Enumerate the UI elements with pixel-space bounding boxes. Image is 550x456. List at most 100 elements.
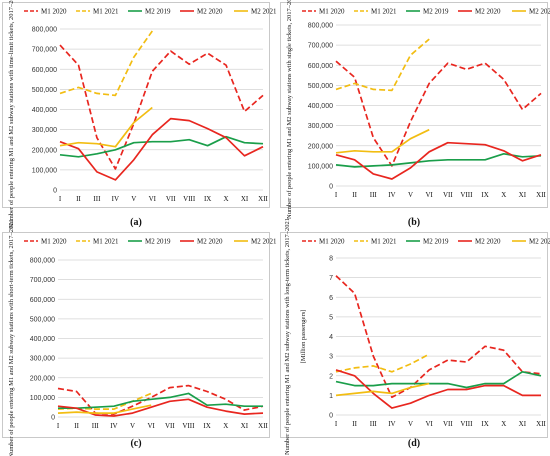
y-tick-label: 400,000 (32, 107, 57, 114)
series-line-m1-2020 (335, 275, 542, 399)
legend-item: M1 2020 (302, 8, 345, 16)
x-tick-label: II (352, 191, 357, 199)
legend-item: M1 2020 (24, 8, 67, 16)
legend-item: M1 2021 (76, 8, 119, 16)
x-tick-label: IX (481, 191, 488, 199)
x-tick-label: VIII (460, 420, 473, 428)
y-axis-label-text: Number of people entering M1 and M2 subw… (8, 0, 15, 228)
y-tick-label: 6 (329, 295, 333, 302)
legend-label: M2 2019 (145, 238, 171, 246)
y-axis-label-text: Number of people entering M1 and M2 subw… (284, 218, 291, 455)
legend-item: M2 2020 (180, 238, 223, 246)
x-tick-label: I (57, 422, 60, 430)
y-tick-label: 5 (329, 314, 333, 321)
series-line-m2-2021 (335, 382, 430, 397)
series-line-m2-2019 (59, 135, 264, 158)
x-tick-label: XI (241, 195, 249, 203)
series-line-m2-2019 (58, 392, 263, 410)
legend-item: M2 2021 (234, 8, 277, 16)
x-tick-label: VI (425, 191, 433, 199)
x-tick-label: XII (536, 191, 546, 199)
x-tick-label: XI (519, 420, 527, 428)
legend-label: M2 2020 (475, 238, 501, 246)
x-tick-label: II (76, 195, 81, 203)
legend-item: M2 2021 (512, 8, 550, 16)
y-tick-label: 700,000 (308, 43, 333, 50)
y-tick-label: 700,000 (30, 277, 55, 284)
series-line-m2-2021 (335, 128, 430, 154)
legend-label: M1 2020 (41, 8, 67, 16)
legend-item: M1 2021 (76, 238, 119, 246)
x-tick-label: VIII (183, 195, 196, 203)
legend-item: M2 2020 (458, 8, 501, 16)
panel-frame (2, 232, 270, 438)
x-tick-label: III (92, 422, 100, 430)
legend-label: M1 2021 (93, 8, 119, 16)
x-tick-label: II (352, 420, 357, 428)
legend-item: M2 2019 (406, 238, 449, 246)
x-tick-label: X (224, 195, 229, 203)
series-line-m2-2020 (57, 398, 264, 417)
y-tick-label: 500,000 (308, 83, 333, 90)
legend-label: M2 2021 (529, 238, 550, 246)
legend-label: M1 2021 (371, 238, 397, 246)
x-tick-label: IV (112, 195, 119, 203)
y-tick-label: 700,000 (32, 47, 57, 54)
series-line-m2-2019 (335, 152, 542, 168)
legend-item: M2 2021 (234, 238, 277, 246)
legend-label: M2 2019 (423, 8, 449, 16)
y-tick-label: 4 (329, 334, 333, 341)
legend-label: M2 2019 (145, 8, 171, 16)
legend-item: M2 2020 (458, 238, 501, 246)
y-tick-label: 600,000 (30, 297, 55, 304)
x-tick-label: VI (147, 422, 155, 430)
y-tick-label: 0 (329, 413, 333, 420)
legend-label: M1 2020 (319, 238, 345, 246)
y-axis-label: Number of people entering M1 and M2 subw… (8, 219, 15, 456)
x-tick-label: VII (443, 420, 453, 428)
legend-item: M2 2019 (406, 8, 449, 16)
series-line-m1-2021 (335, 353, 430, 373)
x-tick-label: I (59, 195, 62, 203)
y-tick-label: 100,000 (30, 395, 55, 402)
x-tick-label: XII (258, 422, 268, 430)
series-line-m1-2020 (59, 44, 264, 170)
series-line-m1-2021 (57, 392, 152, 410)
panel-caption: (b) (408, 217, 420, 228)
y-tick-label: 400,000 (30, 336, 55, 343)
panel-frame (280, 232, 548, 438)
x-tick-label: X (501, 420, 506, 428)
y-tick-label: 100,000 (32, 167, 57, 174)
legend-item: M1 2021 (354, 238, 397, 246)
panel-caption: (d) (408, 438, 420, 449)
y-axis-label: Number of people entering M1 and M2 subw… (286, 0, 293, 219)
panel-caption: (c) (130, 438, 141, 449)
legend-label: M2 2020 (197, 8, 223, 16)
x-tick-label: IV (110, 422, 117, 430)
y-axis-label-text: Number of people entering M1 and M2 subw… (286, 0, 293, 219)
x-tick-label: V (130, 422, 135, 430)
y-tick-label: 800,000 (32, 27, 57, 34)
series-line-m1-2020 (57, 384, 264, 415)
y-tick-label: 0 (329, 184, 333, 191)
x-tick-label: X (501, 191, 506, 199)
x-tick-label: VII (166, 195, 176, 203)
x-tick-label: XII (536, 420, 546, 428)
x-tick-label: X (223, 422, 228, 430)
x-tick-label: IX (481, 420, 488, 428)
y-axis-label: Number of people entering M1 and M2 subw… (8, 0, 15, 228)
legend-label: M2 2021 (529, 8, 550, 16)
legend-item: M2 2021 (512, 238, 550, 246)
legend-item: M2 2019 (128, 238, 171, 246)
x-tick-label: IX (203, 422, 210, 430)
series-line-m1-2021 (335, 38, 430, 92)
x-tick-label: VIII (460, 191, 473, 199)
chart-panel-3: 0 100,000 200,000 300,000 400,000 500,000 600,… (2, 219, 277, 456)
x-tick-label: V (408, 191, 413, 199)
series-line-m1-2021 (59, 30, 153, 97)
y-tick-label: 300,000 (308, 123, 333, 130)
legend-item: M1 2020 (302, 238, 345, 246)
x-tick-label: VII (443, 191, 453, 199)
x-tick-label: IX (204, 195, 211, 203)
